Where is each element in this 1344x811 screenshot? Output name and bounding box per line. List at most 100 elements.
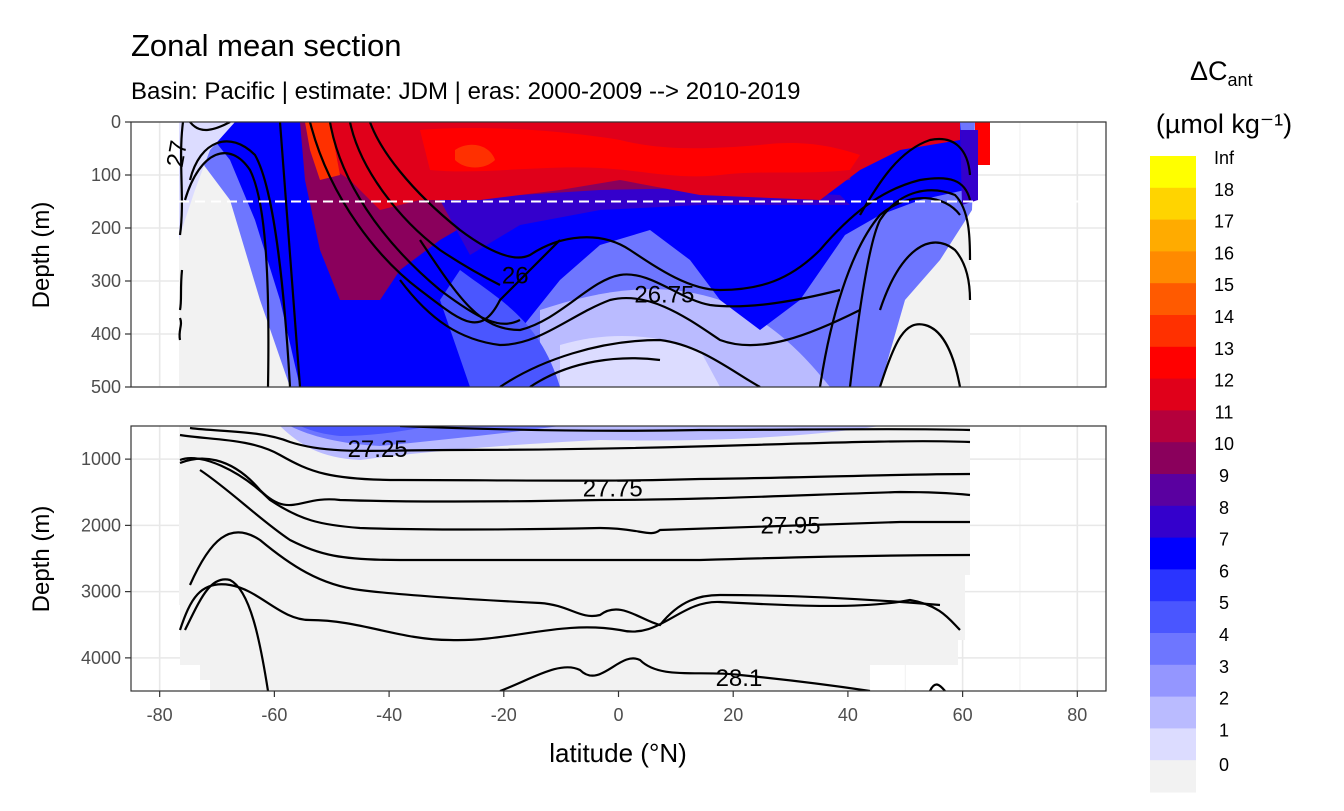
contour-line [189,122,231,131]
x-tick-label: -80 [147,705,173,725]
legend-swatch [1150,315,1196,348]
legend-label: 2 [1219,689,1229,709]
legend-swatch [1150,760,1196,793]
contour-line [179,433,971,482]
contour-label: 27.75 [583,475,643,502]
contour-label: 26 [502,263,529,290]
contour-label: 27 [162,138,193,169]
legend-label: 3 [1219,657,1229,677]
legend-label: 8 [1219,498,1229,518]
legend-swatch [1150,474,1196,507]
legend-label: 14 [1214,307,1234,327]
y-tick-label: 4000 [81,648,121,668]
y-axis-label-upper: Depth (m) [28,202,55,309]
field-low-region [179,426,970,691]
upper-contour-labels: 26 26.75 27 [162,138,695,308]
upper-panel-border [130,121,1107,388]
x-axis-label: latitude (°N) [549,738,687,768]
legend-label: 9 [1219,466,1229,486]
legend-swatch [1150,442,1196,475]
contour-line [188,531,941,627]
upper-panel: 26 26.75 27 0 100 200 300 400 500 [91,112,1107,397]
legend-label: 13 [1214,339,1234,359]
y-tick-label: 500 [91,377,121,397]
y-tick-label: 100 [91,165,121,185]
lower-contours [178,426,971,691]
contour-line [399,426,971,432]
contour-label: 27.25 [348,436,408,463]
legend-swatch [1150,505,1196,539]
legend-label: 15 [1214,275,1234,295]
legend-swatch [1150,251,1196,284]
legend-swatch [1150,537,1196,570]
legend-label: 17 [1214,212,1234,232]
x-tick-label: 0 [613,705,623,725]
y-tick-label: 300 [91,271,121,291]
contour-line [189,426,971,453]
legend-label: 7 [1219,530,1229,550]
field-west-light [179,122,235,240]
upper-contours [178,122,972,387]
lower-contour-labels: 27.25 27.75 27.95 28.1 [348,436,821,692]
contour-line [183,152,270,387]
contour-line [499,657,871,691]
contour-label: 28.1 [716,665,763,692]
contour-line [178,122,185,236]
contour-line [348,122,501,286]
contour-line [419,239,841,332]
chart-subtitle: Basin: Pacific | estimate: JDM | eras: 2… [131,78,800,105]
contour-line [328,122,521,325]
legend-swatch [1150,696,1196,729]
x-tick-label: -40 [376,705,402,725]
field-indigo-region [440,188,850,255]
legend-swatch [1150,633,1196,666]
x-tick-label: -20 [491,705,517,725]
y-tick-label: 200 [91,218,121,238]
contour-label: 26.75 [634,281,694,308]
chart-title: Zonal mean section [131,28,402,63]
legend-swatch [1150,601,1196,634]
contour-line [179,457,970,535]
contour-line [399,279,861,347]
lower-y-axis: 1000 2000 3000 4000 [81,449,131,668]
contour-line [184,578,270,691]
y-tick-label: 2000 [81,515,121,535]
legend-label: 1 [1219,720,1229,740]
y-axis-label-lower: Depth (m) [28,506,55,613]
contour-line [878,323,962,387]
legend-label: 4 [1219,625,1229,645]
field-strong-surface [300,426,430,436]
legend-title-main: ΔC [1190,56,1228,86]
x-tick-label: 60 [953,705,973,725]
legend-label: 6 [1219,561,1229,581]
legend-unit: (µmol kg⁻¹) [1156,109,1292,139]
field-medium-blue [440,270,560,387]
legend-label: 0 [1219,755,1229,775]
legend-swatch [1150,187,1196,221]
legend-swatch [1150,156,1196,189]
field-light-pocket-2 [560,335,720,387]
contour-line [878,241,972,311]
lower-panel: 27.25 27.75 27.95 28.1 1000 2000 3000 4000 [81,425,1107,692]
x-tick-label: 80 [1067,705,1087,725]
legend-label: 16 [1214,243,1234,263]
contour-line [199,469,971,562]
contour-line [178,317,183,341]
field-orange-patch-2 [455,144,495,168]
contour-line [178,269,184,311]
lower-panel-field [179,426,970,691]
legend-swatch [1150,410,1196,443]
contour-line [499,338,761,387]
contour-line [848,189,972,387]
x-tick-label: -60 [261,705,287,725]
x-tick-label: 20 [723,705,743,725]
contour-line [278,122,302,387]
y-tick-label: 1000 [81,449,121,469]
contour-line [859,137,972,216]
legend-label: 10 [1214,434,1234,454]
y-tick-label: 0 [111,112,121,132]
legend-label: 11 [1215,402,1234,422]
field-east-red-edge [975,122,990,165]
legend-swatch [1150,219,1196,252]
contour-label: 27.95 [761,512,821,539]
